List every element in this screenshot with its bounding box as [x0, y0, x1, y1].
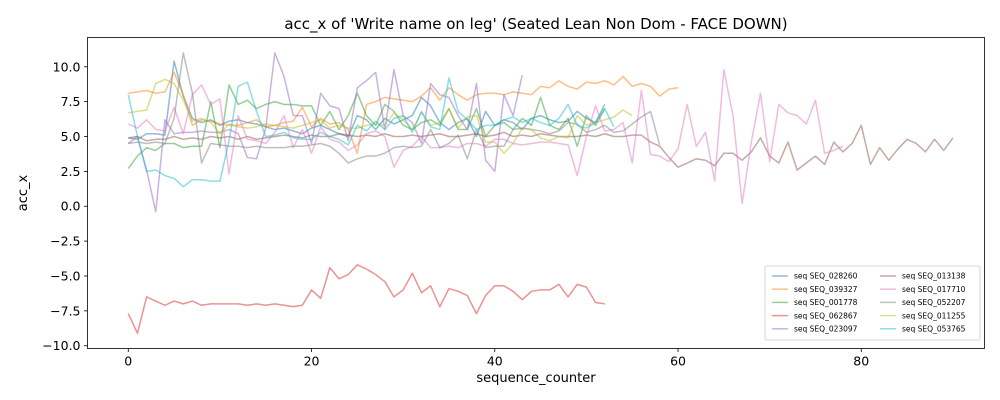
legend-label: seq SEQ_028260	[794, 272, 858, 281]
y-tick-label: −7.5	[50, 303, 80, 318]
legend-label: seq SEQ_011255	[902, 311, 966, 320]
x-tick-label: 60	[670, 354, 686, 369]
y-tick-label: −10.0	[42, 338, 80, 353]
series-line-1	[128, 60, 606, 141]
series-layer	[127, 52, 954, 334]
series-line-4	[127, 264, 605, 334]
legend-label: seq SEQ_053765	[902, 325, 966, 334]
y-tick-label: −2.5	[50, 234, 80, 249]
chart-title: acc_x of 'Write name on leg' (Seated Lea…	[284, 15, 787, 34]
y-tick-label: 0.0	[61, 199, 81, 214]
legend-box	[764, 265, 981, 341]
y-tick-label: 5.0	[61, 129, 81, 144]
plot-frame	[87, 37, 985, 349]
x-tick-label: 0	[124, 354, 132, 369]
x-tick-label: 40	[487, 354, 503, 369]
series-line-5	[127, 52, 523, 213]
x-tick-label: 80	[853, 354, 869, 369]
series-line-8	[128, 52, 661, 164]
y-tick-label: −5.0	[50, 268, 80, 283]
y-tick-label: 10.0	[53, 59, 81, 74]
y-tick-label: 2.5	[61, 164, 81, 179]
legend-label: seq SEQ_013138	[902, 272, 966, 281]
y-tick-label: 7.5	[61, 94, 81, 109]
x-axis-label: sequence_counter	[476, 371, 596, 386]
series-line-6	[128, 124, 954, 171]
legend-label: seq SEQ_017710	[902, 285, 966, 294]
series-line-2	[128, 71, 679, 154]
legend-label: seq SEQ_039327	[794, 285, 858, 294]
y-axis: −10.0 −7.5 −5.0 −2.5 0.0 2.5 5.0 7.5 10.0	[42, 59, 88, 353]
x-tick-label: 20	[304, 354, 320, 369]
legend-label: seq SEQ_001778	[794, 298, 858, 307]
series-line-10	[127, 77, 615, 188]
legend-label: seq SEQ_062867	[794, 311, 858, 320]
x-axis: 0 20 40 60 80	[124, 348, 869, 369]
legend-label: seq SEQ_052207	[902, 298, 966, 307]
y-axis-label: acc_x	[16, 174, 31, 211]
legend-label: seq SEQ_023097	[794, 325, 858, 334]
